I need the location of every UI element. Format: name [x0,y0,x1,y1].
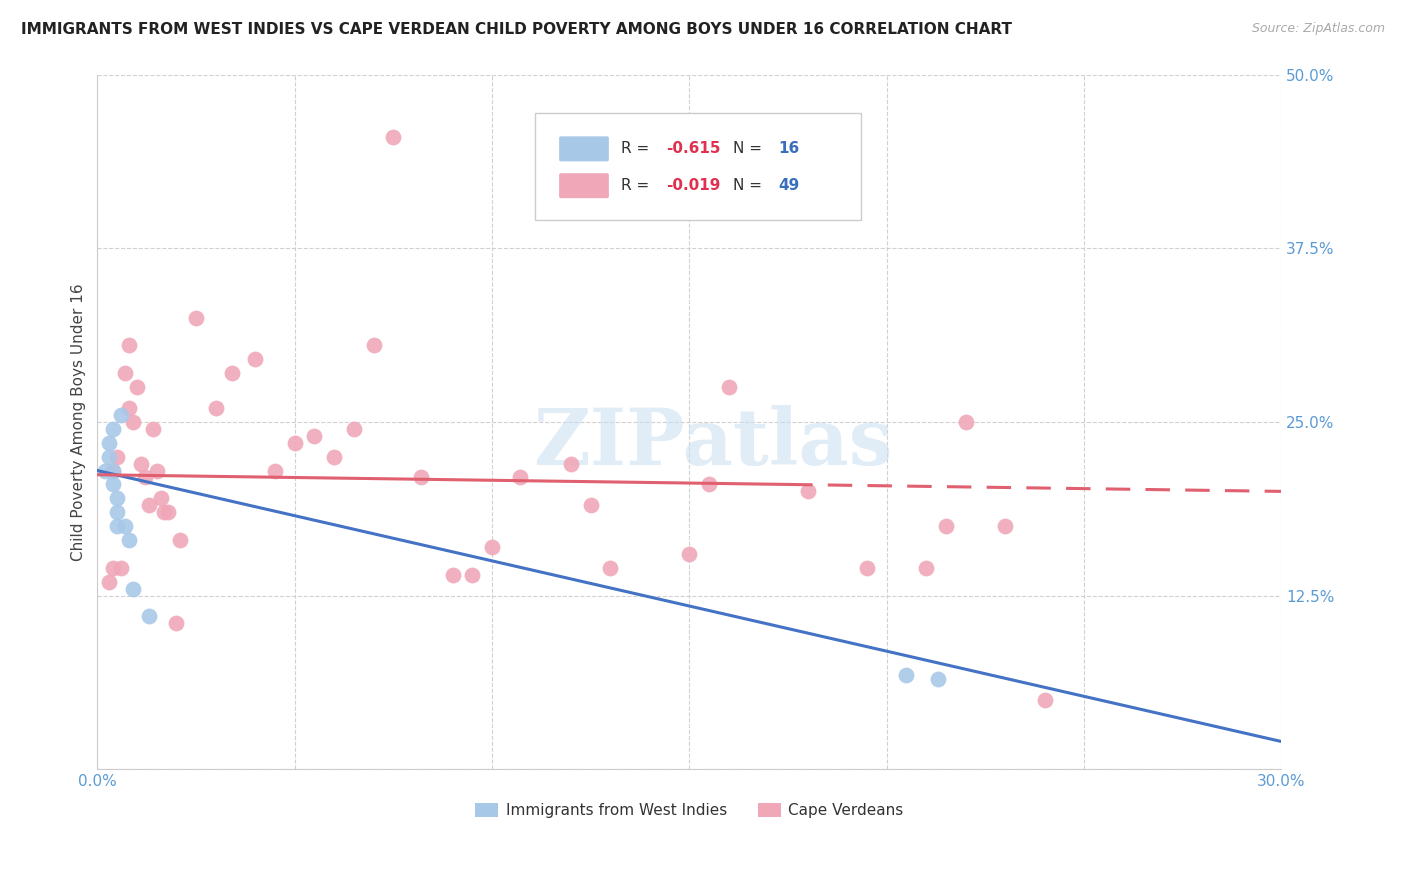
Point [382,130,405,145]
Point [856,561,879,575]
Point [323,450,346,464]
Point [927,672,949,686]
Point [896,668,918,682]
Text: -0.615: -0.615 [665,141,720,156]
Point [935,519,957,533]
Point [138,609,160,624]
Point [264,464,287,478]
Point [797,484,820,499]
Point [165,616,187,631]
FancyBboxPatch shape [536,112,860,220]
Point [118,338,141,352]
Point [599,561,621,575]
Point [101,477,124,491]
Point [118,401,141,415]
Point [678,547,700,561]
Point [114,366,136,380]
Point [169,533,191,547]
Point [98,450,121,464]
Point [122,415,145,429]
Point [461,567,484,582]
Point [110,561,132,575]
Text: R =: R = [620,141,654,156]
Point [509,470,531,484]
Point [125,380,148,394]
Point [697,477,720,491]
Legend: Immigrants from West Indies, Cape Verdeans: Immigrants from West Indies, Cape Verdea… [470,797,910,824]
Text: N =: N = [733,141,768,156]
Point [481,540,503,554]
Point [101,422,124,436]
Point [1033,693,1056,707]
Text: ZIPatlas: ZIPatlas [533,405,893,481]
Point [138,498,160,512]
Point [441,567,464,582]
Text: IMMIGRANTS FROM WEST INDIES VS CAPE VERDEAN CHILD POVERTY AMONG BOYS UNDER 16 CO: IMMIGRANTS FROM WEST INDIES VS CAPE VERD… [21,22,1012,37]
Point [105,505,128,519]
Text: 49: 49 [778,178,800,194]
FancyBboxPatch shape [560,173,609,198]
Point [304,429,326,443]
Point [122,582,145,596]
Point [284,435,307,450]
Point [101,464,124,478]
Point [343,422,366,436]
Text: Source: ZipAtlas.com: Source: ZipAtlas.com [1251,22,1385,36]
Point [94,464,117,478]
Point [717,380,740,394]
Point [98,574,121,589]
Point [101,561,124,575]
Point [105,491,128,506]
Point [142,422,165,436]
FancyBboxPatch shape [560,136,609,161]
Point [105,519,128,533]
Point [204,401,226,415]
Point [409,470,432,484]
Point [157,505,180,519]
Point [118,533,141,547]
Point [184,310,207,325]
Point [98,435,121,450]
Point [153,505,176,519]
Point [363,338,385,352]
Text: R =: R = [620,178,654,194]
Text: -0.019: -0.019 [665,178,720,194]
Point [955,415,977,429]
Point [245,352,267,367]
Point [994,519,1017,533]
Point [221,366,243,380]
Point [105,450,128,464]
Point [114,519,136,533]
Point [915,561,938,575]
Point [579,498,602,512]
Point [149,491,172,506]
Y-axis label: Child Poverty Among Boys Under 16: Child Poverty Among Boys Under 16 [72,283,86,561]
Point [145,464,167,478]
Point [101,464,124,478]
Point [134,470,156,484]
Text: 16: 16 [778,141,800,156]
Point [129,457,152,471]
Point [110,408,132,422]
Point [560,457,582,471]
Text: N =: N = [733,178,768,194]
